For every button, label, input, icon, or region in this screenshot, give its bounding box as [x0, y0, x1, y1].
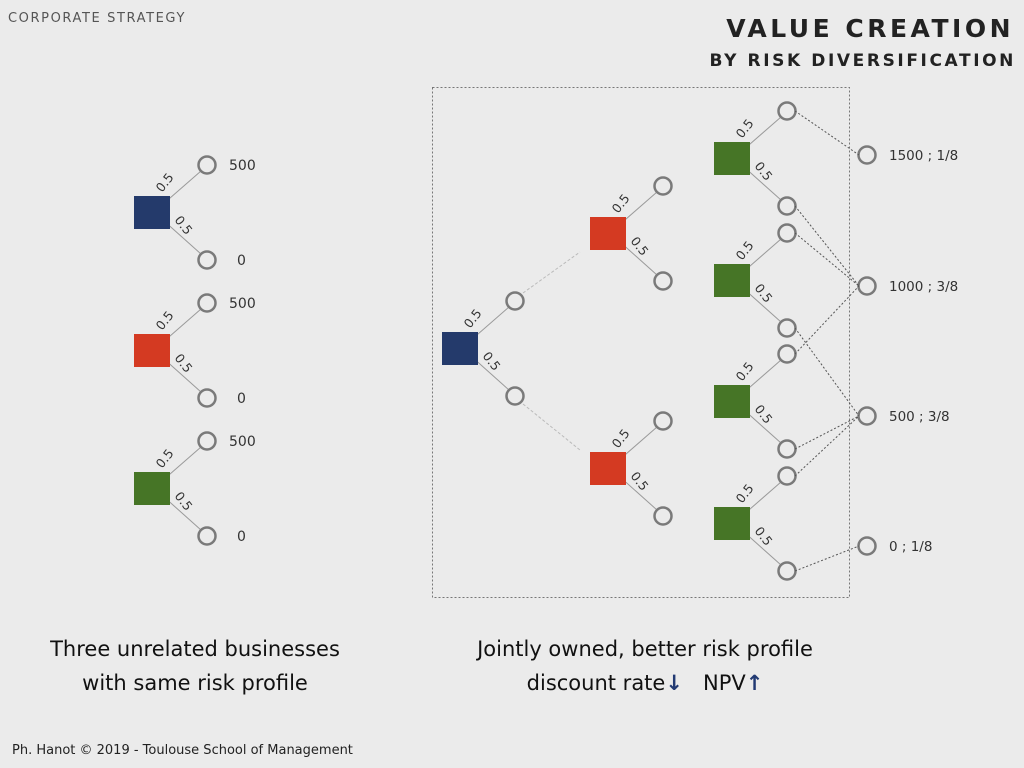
final-outcome-label-3: 500 ; 3/8	[889, 409, 950, 425]
combined-level-3-4-down-outcome-node	[777, 561, 797, 581]
combined-level-3-1-up-outcome-node	[777, 101, 797, 121]
left-tree-2-up-payoff-label: 500	[229, 296, 256, 312]
left-tree-1-business-square	[134, 196, 170, 229]
final-outcome-node-3	[857, 406, 877, 426]
combined-level-2-bottom-up-outcome-node	[653, 411, 673, 431]
final-outcome-node-1	[857, 145, 877, 165]
left-tree-3-down-outcome-node	[197, 526, 217, 546]
combined-level-2-bottom-down-outcome-node	[653, 506, 673, 526]
combined-level-1-up-outcome-node	[505, 291, 525, 311]
combined-level-3-2-down-probability-label: 0.5	[752, 281, 776, 306]
combined-level-3-2-down-outcome-node	[777, 318, 797, 338]
discount-rate-label: discount rate	[526, 671, 666, 695]
outcome-connector-line-7	[794, 415, 860, 477]
outcome-connector-line-3	[794, 232, 860, 287]
combined-level-1-down-outcome-node	[505, 386, 525, 406]
combined-level-3-4-business-square	[714, 507, 750, 540]
npv-label: NPV	[702, 671, 746, 695]
combined-level-2-bottom-down-probability-label: 0.5	[628, 469, 652, 494]
left-tree-2-down-probability-label: 0.5	[172, 351, 196, 376]
left-tree-2-up-probability-label: 0.5	[153, 308, 177, 333]
combined-level-3-1-business-square	[714, 142, 750, 175]
combined-level-3-3-up-outcome-node	[777, 344, 797, 364]
outcome-connector-line-6	[794, 415, 860, 450]
left-caption-line-2: with same risk profile	[82, 671, 308, 695]
combined-level-2-bottom-up-probability-label: 0.5	[609, 426, 633, 451]
page-title: VALUE CREATION	[726, 14, 1014, 43]
left-tree-2-business-square	[134, 334, 170, 367]
combined-link-line-upper	[522, 251, 581, 294]
left-tree-1-down-outcome-node	[197, 250, 217, 270]
left-tree-1-down-payoff-label: 0	[237, 253, 246, 269]
left-tree-1-up-probability-label: 0.5	[153, 170, 177, 195]
combined-level-3-4-up-probability-label: 0.5	[733, 481, 757, 506]
right-caption-line-1: Jointly owned, better risk profile	[477, 637, 813, 661]
left-tree-1-up-payoff-label: 500	[229, 158, 256, 174]
combined-level-2-bottom-business-square	[590, 452, 626, 485]
combined-link-line-lower	[522, 403, 581, 451]
left-tree-2-up-outcome-node	[197, 293, 217, 313]
combined-level-2-top-up-outcome-node	[653, 176, 673, 196]
final-outcome-label-4: 0 ; 1/8	[889, 539, 932, 555]
section-label: CORPORATE STRATEGY	[8, 11, 186, 26]
left-caption-line-1: Three unrelated businesses	[50, 637, 340, 661]
combined-level-3-1-down-outcome-node	[777, 196, 797, 216]
combined-tree-frame	[432, 87, 850, 598]
outcome-connector-line-5	[794, 285, 860, 355]
outcome-connector-line-2	[794, 205, 860, 287]
right-caption-line-2: discount rate↓ NPV↑	[430, 666, 860, 700]
combined-level-3-2-business-square	[714, 264, 750, 297]
combined-level-3-3-up-probability-label: 0.5	[733, 359, 757, 384]
combined-level-2-top-up-probability-label: 0.5	[609, 191, 633, 216]
left-tree-3-business-square	[134, 472, 170, 505]
left-caption: Three unrelated businesses with same ris…	[10, 632, 380, 700]
arrow-down-icon: ↓	[665, 671, 683, 695]
outcome-connector-line-8	[794, 545, 860, 572]
left-tree-1-up-outcome-node	[197, 155, 217, 175]
final-outcome-node-2	[857, 276, 877, 296]
combined-level-3-3-down-probability-label: 0.5	[752, 402, 776, 427]
right-caption: Jointly owned, better risk profile disco…	[430, 632, 860, 700]
combined-level-3-3-business-square	[714, 385, 750, 418]
footer-credit: Ph. Hanot © 2019 - Toulouse School of Ma…	[12, 743, 353, 758]
left-tree-2-down-outcome-node	[197, 388, 217, 408]
page-subtitle: BY RISK DIVERSIFICATION	[709, 51, 1016, 71]
outcome-connector-line-1	[794, 110, 860, 156]
left-tree-1-down-probability-label: 0.5	[172, 213, 196, 238]
combined-level-2-top-business-square	[590, 217, 626, 250]
left-tree-3-down-probability-label: 0.5	[172, 489, 196, 514]
combined-level-3-3-down-outcome-node	[777, 439, 797, 459]
combined-level-3-4-up-outcome-node	[777, 466, 797, 486]
combined-level-1-down-probability-label: 0.5	[480, 349, 504, 374]
combined-level-1-business-square	[442, 332, 478, 365]
left-tree-3-up-payoff-label: 500	[229, 434, 256, 450]
combined-level-2-top-down-outcome-node	[653, 271, 673, 291]
left-tree-3-down-payoff-label: 0	[237, 529, 246, 545]
left-tree-2-down-payoff-label: 0	[237, 391, 246, 407]
final-outcome-label-2: 1000 ; 3/8	[889, 279, 958, 295]
combined-level-1-up-probability-label: 0.5	[461, 306, 485, 331]
combined-level-3-1-down-probability-label: 0.5	[752, 159, 776, 184]
combined-level-3-2-up-probability-label: 0.5	[733, 238, 757, 263]
arrow-up-icon: ↑	[745, 671, 764, 695]
final-outcome-label-1: 1500 ; 1/8	[889, 148, 958, 164]
combined-level-2-top-down-probability-label: 0.5	[628, 234, 652, 259]
combined-level-3-4-down-probability-label: 0.5	[752, 524, 776, 549]
left-tree-3-up-probability-label: 0.5	[153, 446, 177, 471]
combined-level-3-2-up-outcome-node	[777, 223, 797, 243]
combined-level-3-1-up-probability-label: 0.5	[733, 116, 757, 141]
left-tree-3-up-outcome-node	[197, 431, 217, 451]
final-outcome-node-4	[857, 536, 877, 556]
